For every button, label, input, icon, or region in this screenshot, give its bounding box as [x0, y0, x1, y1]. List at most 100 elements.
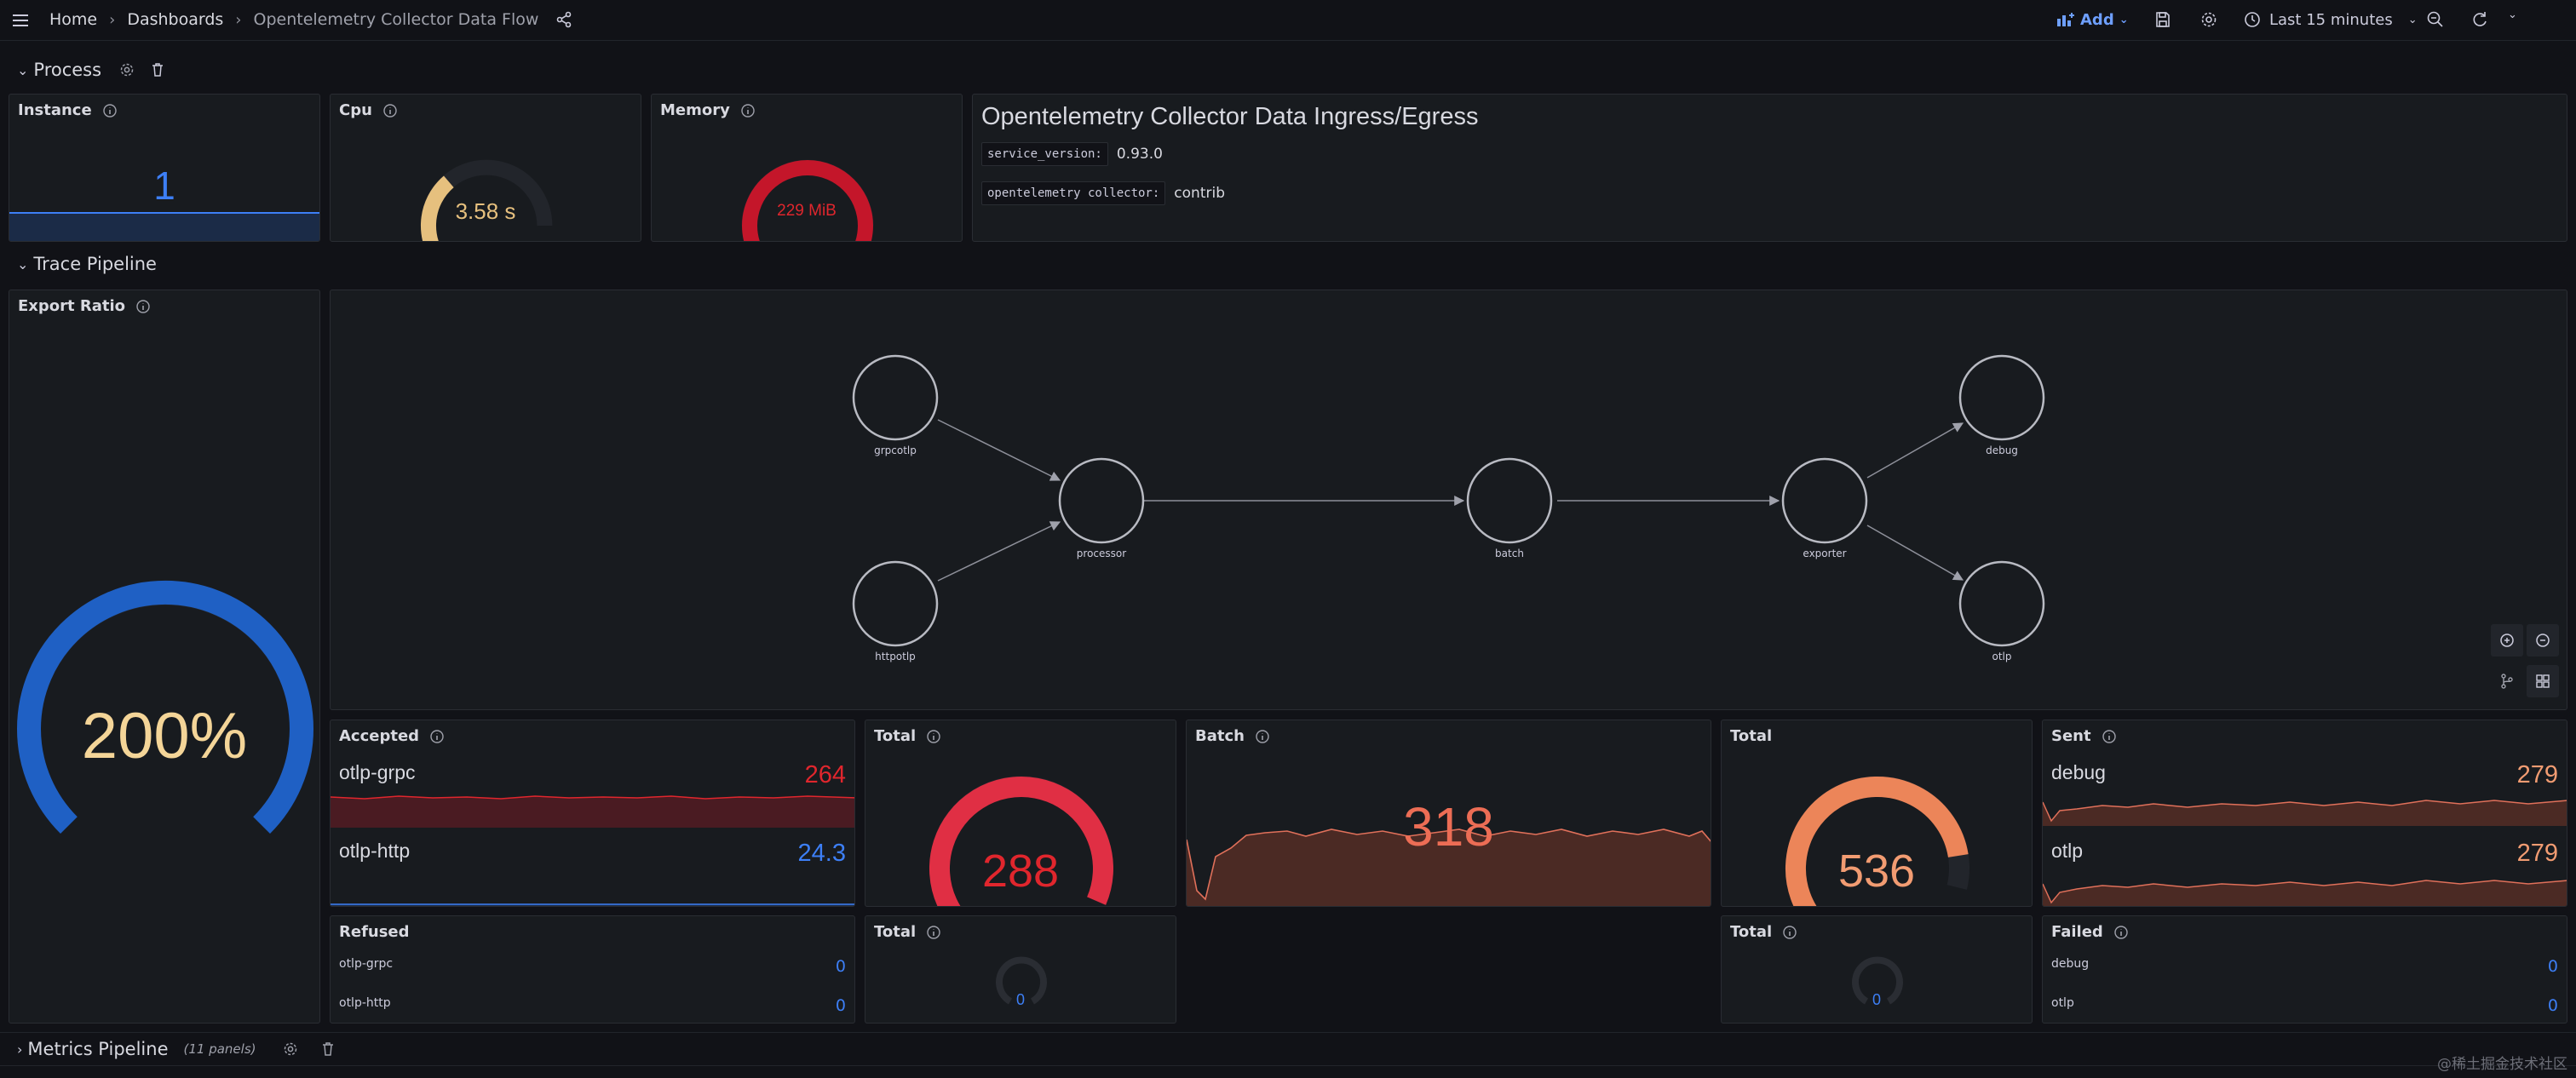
chevron-right-icon[interactable]: ›	[17, 1041, 23, 1058]
info-icon[interactable]	[429, 729, 445, 744]
panel-title: Total	[874, 923, 917, 941]
edge-exporter-otlp	[1866, 525, 1964, 581]
row-delete-trash-icon[interactable]	[319, 1041, 336, 1058]
panel-batch: Batch 318	[1186, 720, 1711, 907]
node-grpcotlp[interactable]	[852, 354, 939, 441]
row-panel-count: (11 panels)	[183, 1041, 256, 1057]
node-processor[interactable]	[1058, 457, 1145, 544]
node-label-debug: debug	[1986, 444, 2018, 456]
panel-export-ratio: Export Ratio 200%	[9, 290, 320, 1024]
row-delete-trash-icon[interactable]	[149, 61, 166, 78]
row-label: debug	[2051, 761, 2106, 783]
failed-total-value: 0	[1872, 991, 1881, 1008]
time-range-picker[interactable]: Last 15 minutes ⌄	[2244, 0, 2418, 39]
panel-title: Export Ratio	[18, 297, 126, 315]
sent-total-gauge	[1785, 776, 1969, 906]
row-header-process[interactable]: ⌄ Process	[0, 53, 2576, 87]
node-label-grpcotlp: grpcotlp	[874, 444, 917, 456]
panel-title: Sent	[2051, 727, 2091, 745]
edge-httpotlp-processor	[937, 521, 1061, 582]
chevron-down-icon[interactable]: ⌄	[17, 61, 29, 78]
info-icon[interactable]	[135, 299, 151, 314]
row-label: otlp-http	[339, 996, 391, 1010]
row-value: 0	[2547, 957, 2558, 976]
watermark: @稀土掘金技术社区	[2437, 1056, 2567, 1073]
top-navigation-bar: Home › Dashboards › Opentelemetry Collec…	[0, 0, 2576, 41]
panel-cpu: Cpu 3.58 s	[330, 94, 641, 242]
panel-failed: Failed debug 0 otlp 0	[2042, 915, 2567, 1024]
menu-icon[interactable]	[10, 10, 31, 31]
grid-icon	[2536, 674, 2550, 688]
row-label: otlp-http	[339, 840, 411, 862]
export-ratio-value: 200%	[81, 700, 248, 772]
info-icon[interactable]	[740, 103, 756, 118]
accepted-total-gauge	[929, 776, 1113, 906]
info-icon[interactable]	[382, 103, 398, 118]
refused-total-gauge	[996, 956, 1047, 1005]
row-title: Process	[33, 60, 102, 80]
zoom-out-icon[interactable]	[2426, 10, 2445, 29]
chevron-right-icon: ›	[235, 10, 242, 29]
flow-graph: grpcotlp httpotlp processor batch export…	[852, 354, 2045, 662]
info-heading: Opentelemetry Collector Data Ingress/Egr…	[981, 103, 1479, 130]
panel-accepted-total: Total 288	[865, 720, 1176, 907]
row-value: 0	[835, 996, 846, 1015]
memory-value: 229 MiB	[777, 202, 837, 220]
row-settings-gear-icon[interactable]	[282, 1041, 299, 1058]
share-icon[interactable]	[555, 11, 572, 28]
sent-debug-sparkline	[2043, 800, 2567, 826]
info-icon[interactable]	[1782, 925, 1797, 940]
chevron-down-icon[interactable]: ⌄	[17, 255, 29, 272]
node-batch[interactable]	[1466, 457, 1553, 544]
row-label: otlp	[2051, 840, 2084, 862]
sent-row-debug: debug 279	[2043, 761, 2567, 795]
panel-memory: Memory 229 MiB	[651, 94, 963, 242]
panel-title: Failed	[2051, 923, 2103, 941]
clock-icon	[2245, 12, 2260, 27]
save-icon[interactable]	[2153, 10, 2172, 29]
panel-title: Accepted	[339, 727, 420, 745]
info-icon[interactable]	[926, 729, 941, 744]
node-exporter[interactable]	[1781, 457, 1868, 544]
cpu-gauge	[420, 159, 553, 241]
add-button[interactable]: Add ⌄	[2056, 0, 2129, 39]
refused-row-grpc: otlp-grpc 0	[339, 957, 846, 976]
breadcrumb: Home › Dashboards › Opentelemetry Collec…	[49, 0, 572, 39]
node-label-otlp: otlp	[1992, 651, 2012, 662]
info-icon[interactable]	[102, 103, 118, 118]
chevron-down-icon: ⌄	[2407, 13, 2418, 26]
info-icon[interactable]	[2113, 925, 2129, 940]
node-debug[interactable]	[1958, 354, 2045, 441]
info-icon[interactable]	[2102, 729, 2117, 744]
panel-title: Refused	[339, 923, 410, 941]
cpu-value: 3.58 s	[455, 198, 516, 224]
sent-total-value: 536	[1837, 846, 1916, 897]
failed-row-debug: debug 0	[2051, 957, 2558, 976]
refresh-interval-chevron-icon[interactable]: ⌄	[2508, 9, 2517, 21]
breadcrumb-home[interactable]: Home	[49, 10, 98, 29]
accepted-row-http: otlp-http 24.3	[331, 840, 854, 874]
row-header-metrics-pipeline[interactable]: › Metrics Pipeline (11 panels)	[0, 1032, 2576, 1066]
node-label-processor: processor	[1077, 548, 1126, 559]
memory-gauge	[741, 159, 874, 241]
panel-instance: Instance 1	[9, 94, 320, 242]
layout-layered-button[interactable]	[2491, 665, 2523, 697]
info-icon[interactable]	[926, 925, 941, 940]
row-header-trace-pipeline[interactable]: ⌄ Trace Pipeline	[0, 247, 2576, 281]
row-settings-gear-icon[interactable]	[118, 61, 135, 78]
layout-grid-button[interactable]	[2527, 665, 2559, 697]
breadcrumb-dashboards[interactable]: Dashboards	[127, 10, 224, 29]
refresh-icon[interactable]	[2470, 10, 2489, 29]
add-panel-icon	[2057, 13, 2074, 26]
zoom-out-icon	[2536, 634, 2550, 647]
zoom-out-button[interactable]	[2527, 624, 2559, 657]
info-icon[interactable]	[1255, 729, 1270, 744]
export-ratio-gauge	[17, 580, 313, 834]
node-httpotlp[interactable]	[852, 560, 939, 647]
accepted-grpc-sparkline	[331, 795, 854, 828]
gear-icon[interactable]	[2199, 10, 2218, 29]
sent-row-otlp: otlp 279	[2043, 840, 2567, 874]
zoom-in-button[interactable]	[2491, 624, 2523, 657]
accepted-row-grpc: otlp-grpc 264	[331, 761, 854, 795]
node-otlp[interactable]	[1958, 560, 2045, 647]
